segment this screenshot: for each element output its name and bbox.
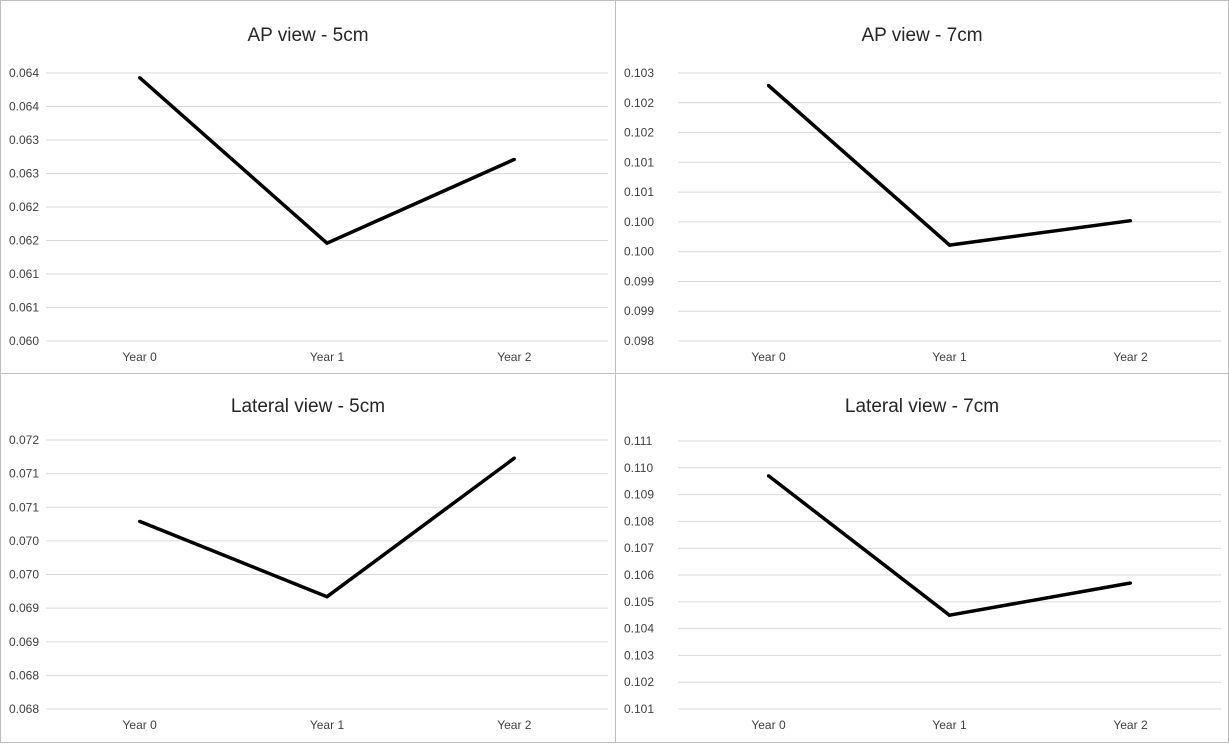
data-point (325, 595, 329, 599)
y-tick-label: 0.060 (9, 334, 39, 348)
series-line (139, 456, 516, 599)
y-tick-label: 0.111 (624, 434, 653, 448)
chart-svg: 0.072 0.071 0.071 0.070 0.070 0.069 0.069 0.068… (9, 433, 608, 732)
y-tick-label: 0.063 (9, 167, 39, 181)
y-tick-label: 0.064 (9, 100, 39, 114)
y-tick-label: 0.099 (624, 274, 654, 288)
chart-title: Lateral view - 7cm (844, 396, 1000, 417)
x-tick-label: Year 0 (123, 350, 158, 364)
y-tick-label: 0.103 (624, 66, 654, 80)
x-tick-label: Year 2 (497, 718, 532, 732)
y-tick-label: 0.061 (9, 301, 39, 315)
chart-title: AP view - 7cm (861, 25, 983, 46)
chart-svg: 0.111 0.110 0.109 0.108 0.107 0.106 0.105 0.104… (624, 434, 1221, 732)
y-tick-label: 0.100 (624, 245, 654, 259)
y-tick-label: 0.062 (9, 200, 39, 214)
y-tick-label: 0.062 (9, 234, 39, 248)
data-point (138, 519, 142, 523)
y-tick-label: 0.102 (624, 126, 654, 140)
y-tick-label: 0.068 (9, 702, 39, 716)
data-point (766, 474, 771, 478)
y-tick-label: 0.070 (9, 568, 39, 582)
x-tick-label: Year 1 (932, 718, 967, 732)
data-point (325, 241, 329, 245)
data-point (947, 243, 952, 247)
y-tick-label: 0.108 (624, 514, 654, 528)
y-tick-label: 0.063 (9, 133, 39, 147)
y-tick-label: 0.109 (624, 488, 654, 502)
chart-svg: 0.103 0.102 0.102 0.101 0.101 0.100 0.100 0.099… (624, 66, 1221, 364)
x-tick-label: Year 0 (123, 718, 158, 732)
x-tick-label: Year 2 (497, 350, 532, 364)
data-point (512, 157, 516, 162)
chart-svg: 0.064 0.064 0.063 0.063 0.062 0.062 0.061 0.061… (9, 66, 608, 364)
y-tick-label: 0.068 (9, 668, 39, 682)
chart-panel-lateral-5cm: Lateral view - 5cm 0.072 0.071 0.071 0.070 0… (0, 373, 616, 743)
x-tick-label: Year 1 (310, 718, 345, 732)
data-point (1128, 219, 1133, 223)
y-tick-label: 0.105 (624, 595, 654, 609)
y-tick-label: 0.069 (9, 601, 39, 615)
series-line (767, 474, 1131, 617)
x-tick-label: Year 1 (932, 350, 967, 364)
data-point (947, 613, 952, 617)
y-tick-label: 0.101 (624, 702, 654, 716)
y-tick-label: 0.102 (624, 96, 654, 110)
y-tick-label: 0.071 (9, 467, 39, 481)
x-tick-label: Year 2 (1113, 350, 1148, 364)
y-tick-label: 0.069 (9, 635, 39, 649)
x-tick-label: Year 0 (751, 718, 786, 732)
data-point (1128, 581, 1133, 585)
y-tick-label: 0.099 (624, 304, 654, 318)
chart-panel-ap-5cm: AP view - 5cm 0.064 0.064 0.063 0.063 0.062 0… (0, 0, 616, 374)
series-line (138, 76, 516, 245)
y-tick-label: 0.104 (624, 622, 654, 636)
y-tick-label: 0.070 (9, 534, 39, 548)
x-tick-label: Year 2 (1113, 718, 1148, 732)
y-tick-label: 0.100 (624, 215, 654, 229)
y-tick-label: 0.106 (624, 568, 654, 582)
y-tick-label: 0.110 (624, 461, 653, 475)
chart-title: AP view - 5cm (247, 25, 369, 46)
x-tick-label: Year 0 (751, 350, 786, 364)
y-tick-label: 0.098 (624, 334, 654, 348)
y-tick-label: 0.101 (624, 185, 654, 199)
data-point (138, 76, 142, 80)
chart-title: Lateral view - 5cm (230, 396, 386, 417)
data-point (512, 456, 516, 460)
data-point (766, 83, 771, 88)
y-tick-label: 0.102 (624, 675, 654, 689)
y-tick-label: 0.064 (9, 66, 39, 80)
chart-panel-lateral-7cm: Lateral view - 7cm 0.111 0.110 0.109 0.108 0… (615, 373, 1229, 743)
chart-panel-ap-7cm: AP view - 7cm 0.103 0.102 0.102 0.101 0.101 0… (615, 0, 1229, 374)
y-tick-label: 0.107 (624, 541, 654, 555)
y-tick-label: 0.101 (624, 155, 654, 169)
y-tick-label: 0.072 (9, 433, 39, 447)
y-tick-label: 0.061 (9, 267, 39, 281)
y-tick-label: 0.103 (624, 648, 654, 662)
x-tick-label: Year 1 (310, 350, 345, 364)
y-tick-label: 0.071 (9, 500, 39, 514)
series-line (767, 84, 1131, 247)
